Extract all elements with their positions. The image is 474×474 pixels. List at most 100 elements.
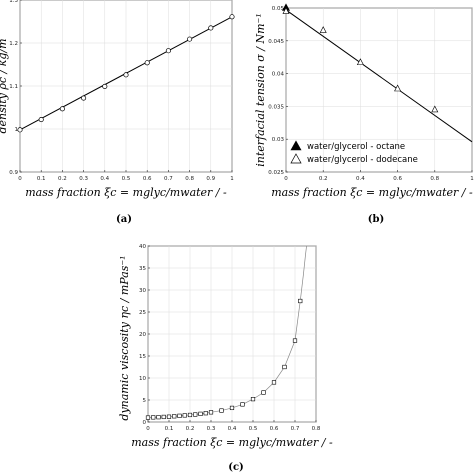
y-tick-label: 25 <box>139 310 146 316</box>
x-tick-label: 1 <box>470 176 474 182</box>
x-tick-label: 0 <box>18 176 22 182</box>
data-point-dodecane <box>356 58 364 66</box>
x-tick-label: 0 <box>146 426 150 432</box>
panel-b-y-ticks: 0.025 0.03 0.035 0.04 0.045 0.05 <box>268 6 288 176</box>
x-tick-label: 0.3 <box>79 176 88 182</box>
data-point <box>271 380 277 385</box>
x-tick-label: 0.4 <box>228 426 237 432</box>
data-point <box>145 415 151 420</box>
panel-c-x-axis-label: mass fraction ξc = mglyc/mwater / - <box>131 436 333 449</box>
data-point <box>187 412 193 418</box>
data-point-dodecane <box>431 105 439 113</box>
panel-c-y-ticks: 0 5 10 15 20 25 30 35 40 <box>139 244 150 426</box>
panel-b-label: (b) <box>368 214 384 225</box>
data-point <box>198 411 203 416</box>
y-tick-label: 0.035 <box>268 104 284 110</box>
data-point-dodecane <box>394 84 402 92</box>
data-point <box>261 390 266 395</box>
panel-a-density-chart: 0.911.11.21.3 0 0.1 0.2 0.3 0.4 0.5 0.6 0.7 0.8 0… <box>0 0 235 225</box>
y-tick-label: 0.045 <box>268 39 284 45</box>
x-tick-label: 0.9 <box>206 176 215 182</box>
x-tick-label: 0.7 <box>291 426 300 432</box>
data-point <box>219 408 224 413</box>
y-tick-label: 1.1 <box>9 84 18 90</box>
y-tick-label: 1.2 <box>9 41 18 47</box>
panel-c-series <box>145 245 307 420</box>
x-tick-label: 0 <box>284 176 288 182</box>
data-point <box>144 60 150 66</box>
panel-b-interfacial-tension-chart: 0.025 0.03 0.035 0.04 0.045 0.05 0 0.2 0.4 0.6 0.… <box>254 3 474 225</box>
data-point-dodecane <box>282 7 290 14</box>
data-point <box>240 402 245 407</box>
x-tick-label: 0.5 <box>249 426 258 432</box>
legend-open-triangle-marker <box>290 153 302 164</box>
x-tick-label: 0.6 <box>143 176 152 182</box>
x-tick-label: 0.6 <box>393 176 402 182</box>
series-fit-line <box>147 245 307 418</box>
data-point <box>193 412 198 417</box>
panel-c-x-ticks: 0 0.1 0.2 0.3 0.4 0.5 0.6 0.7 0.8 <box>146 420 321 432</box>
y-tick-label: 15 <box>139 354 146 360</box>
panel-a-gridlines <box>19 0 233 173</box>
data-point <box>229 405 235 411</box>
y-tick-label: 1.3 <box>9 0 18 4</box>
x-tick-label: 1 <box>230 176 234 182</box>
x-tick-label: 0.8 <box>185 176 194 182</box>
panel-c-label: (c) <box>228 462 244 473</box>
x-tick-label: 0.4 <box>100 176 109 182</box>
x-tick-label: 0.2 <box>58 176 67 182</box>
data-point <box>156 415 161 420</box>
x-tick-label: 0.2 <box>319 176 328 182</box>
data-point <box>38 116 44 123</box>
series-fit-line <box>285 9 473 143</box>
panel-b-x-ticks: 0 0.2 0.4 0.6 0.8 1 <box>284 170 474 182</box>
y-tick-label: 30 <box>139 288 146 294</box>
data-point <box>187 36 193 42</box>
x-tick-label: 0.7 <box>164 176 173 182</box>
data-point <box>250 397 256 402</box>
data-point <box>123 72 129 78</box>
data-point <box>229 14 235 20</box>
panel-c-gridlines <box>147 245 317 423</box>
x-tick-label: 0.8 <box>312 426 321 432</box>
y-tick-label: 5 <box>143 398 147 404</box>
y-tick-label: 0.025 <box>268 170 284 176</box>
y-tick-label: 1 <box>15 127 19 133</box>
x-tick-label: 0.3 <box>207 426 216 432</box>
x-tick-label: 0.2 <box>186 426 195 432</box>
panel-c-y-axis-label: dynamic viscosity ηc / mPas⁻¹ <box>118 255 131 420</box>
legend-entry-dodecane: water/glycerol - dodecane <box>307 155 418 165</box>
panel-b-gridlines <box>285 7 473 173</box>
legend-filled-triangle-marker <box>290 140 302 151</box>
panel-b-legend: water/glycerol - octane water/glycerol -… <box>290 140 418 165</box>
y-tick-label: 0.04 <box>272 72 285 78</box>
y-tick-label: 0.9 <box>9 170 18 176</box>
y-tick-label: 10 <box>139 376 146 382</box>
panel-b-series <box>281 3 473 143</box>
data-point <box>292 338 298 343</box>
panel-b-y-axis-label: interfacial tension σ / Nm⁻¹ <box>254 13 267 167</box>
panel-a-x-ticks: 0 0.1 0.2 0.3 0.4 0.5 0.6 0.7 0.8 0.9 1 <box>18 170 234 182</box>
data-point <box>203 411 208 416</box>
x-tick-label: 0.1 <box>37 176 46 182</box>
y-tick-label: 0.03 <box>272 137 285 143</box>
data-point <box>208 25 214 31</box>
data-point <box>208 410 214 415</box>
panel-a-y-axis-label: density ρc / kg/m <box>0 38 9 133</box>
data-point <box>151 415 156 420</box>
panel-b-x-axis-label: mass fraction ξc = mglyc/mwater / - <box>271 186 473 199</box>
data-point <box>166 414 172 419</box>
data-point-dodecane <box>319 26 327 33</box>
data-point <box>182 413 187 418</box>
data-point <box>161 414 166 420</box>
data-point <box>102 83 108 89</box>
y-tick-label: 20 <box>139 332 146 338</box>
data-point <box>298 298 303 304</box>
data-point <box>17 127 23 133</box>
x-tick-label: 0.4 <box>356 176 365 182</box>
data-point <box>282 364 287 370</box>
y-tick-label: 0 <box>143 420 147 426</box>
y-tick-label: 0.05 <box>272 6 285 12</box>
y-tick-label: 40 <box>139 244 146 250</box>
